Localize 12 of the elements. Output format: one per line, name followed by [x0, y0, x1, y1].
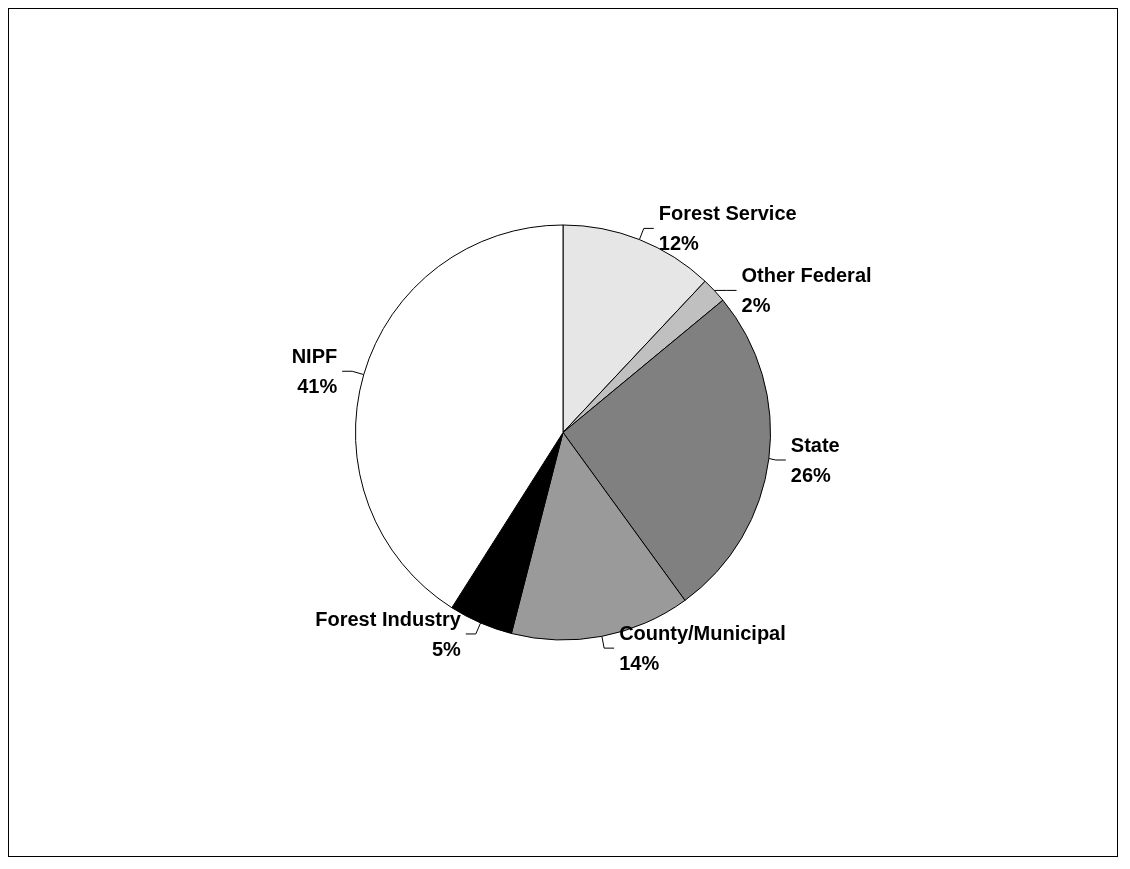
data-label: 14%	[619, 652, 660, 675]
slice-label: County/Municipal	[619, 622, 786, 645]
slice-label: NIPF	[291, 345, 338, 368]
data-label: 2%	[741, 294, 771, 317]
data-label: 41%	[297, 375, 338, 398]
data-label: 5%	[431, 637, 462, 660]
slice-label: Forest Service	[658, 202, 797, 225]
slice-label: Other Federal	[741, 264, 872, 287]
data-label: 12%	[658, 232, 700, 255]
data-label: 26%	[790, 464, 832, 487]
slice-label: Forest Industry	[315, 607, 462, 630]
slice-label: State	[790, 434, 840, 457]
